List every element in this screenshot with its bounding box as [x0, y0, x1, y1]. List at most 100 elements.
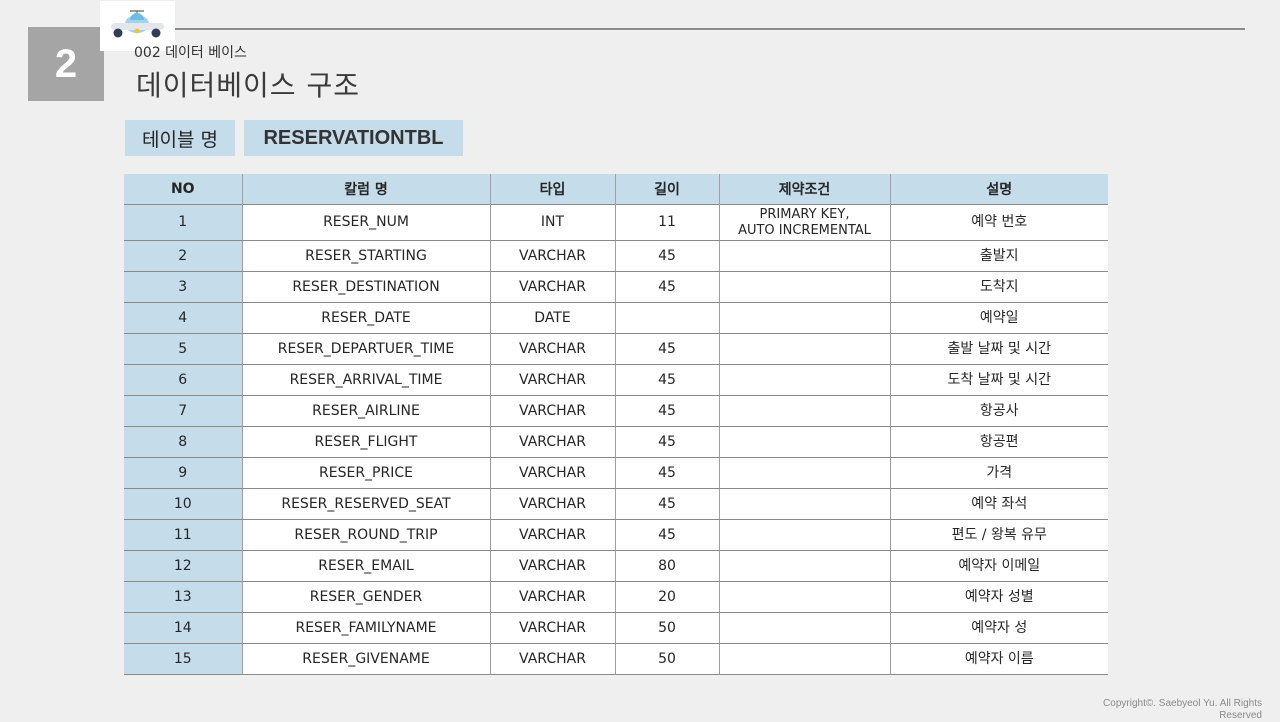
airplane-icon	[111, 10, 164, 38]
cell-description: 예약 번호	[889, 204, 1108, 241]
cell-type: VARCHAR	[489, 581, 615, 613]
cell-length: 50	[614, 612, 719, 644]
cell-description: 가격	[889, 457, 1108, 489]
header-rule	[104, 28, 1245, 30]
cell-no: 5	[124, 333, 242, 365]
cell-description: 예약일	[889, 302, 1108, 334]
header-type: 타입	[489, 174, 615, 205]
cell-length: 50	[614, 643, 719, 675]
cell-description: 예약자 성별	[889, 581, 1108, 613]
cell-description: 도착 날짜 및 시간	[889, 364, 1108, 396]
cell-length: 45	[614, 395, 719, 427]
cell-constraint	[718, 302, 890, 334]
cell-type: VARCHAR	[489, 457, 615, 489]
cell-column-name: RESER_ROUND_TRIP	[241, 519, 490, 551]
cell-length: 11	[614, 204, 719, 241]
cell-constraint	[718, 395, 890, 427]
cell-column-name: RESER_ARRIVAL_TIME	[241, 364, 490, 396]
cell-length: 45	[614, 457, 719, 489]
table-row: 7 RESER_AIRLINE VARCHAR 45 항공사	[124, 395, 1108, 427]
table-label: 테이블 명	[142, 128, 218, 151]
table-row: 4 RESER_DATE DATE 예약일	[124, 302, 1108, 334]
cell-column-name: RESER_DESTINATION	[241, 271, 490, 303]
cell-constraint: PRIMARY KEY, AUTO INCREMENTAL	[718, 204, 890, 241]
table-label-tag: 테이블 명	[125, 120, 235, 156]
cell-type: VARCHAR	[489, 426, 615, 458]
table-row: 1 RESER_NUM INT 11 PRIMARY KEY, AUTO INCREME…	[124, 204, 1108, 241]
cell-description: 출발 날짜 및 시간	[889, 333, 1108, 365]
cell-type: VARCHAR	[489, 271, 615, 303]
cell-column-name: RESER_AIRLINE	[241, 395, 490, 427]
table-name-tag: RESERVATIONTBL	[244, 120, 463, 156]
header-column-name: 칼럼 명	[241, 174, 490, 205]
cell-no: 7	[124, 395, 242, 427]
cell-constraint	[718, 519, 890, 551]
table-row: 10 RESER_RESERVED_SEAT VARCHAR 45 예약 좌석	[124, 488, 1108, 520]
section-number: 2	[54, 41, 78, 86]
cell-length: 45	[614, 240, 719, 272]
cell-no: 15	[124, 643, 242, 675]
cell-length: 80	[614, 550, 719, 582]
table-name: RESERVATIONTBL	[263, 126, 444, 149]
cell-type: VARCHAR	[489, 488, 615, 520]
cell-no: 11	[124, 519, 242, 551]
cell-type: INT	[489, 204, 615, 241]
cell-type: VARCHAR	[489, 643, 615, 675]
cell-no: 13	[124, 581, 242, 613]
page-subtitle: 002 데이터 베이스	[134, 45, 247, 61]
cell-no: 12	[124, 550, 242, 582]
cell-constraint	[718, 240, 890, 272]
cell-description: 예약자 성	[889, 612, 1108, 644]
cell-column-name: RESER_STARTING	[241, 240, 490, 272]
header-length: 길이	[614, 174, 719, 205]
cell-length: 45	[614, 519, 719, 551]
table-row: 14 RESER_FAMILYNAME VARCHAR 50 예약자 성	[124, 612, 1108, 644]
cell-length: 45	[614, 364, 719, 396]
cell-description: 도착지	[889, 271, 1108, 303]
cell-no: 1	[124, 204, 242, 241]
header-no: NO	[124, 174, 242, 205]
cell-constraint	[718, 333, 890, 365]
cell-constraint	[718, 426, 890, 458]
cell-type: VARCHAR	[489, 333, 615, 365]
cell-no: 14	[124, 612, 242, 644]
table-row: 11 RESER_ROUND_TRIP VARCHAR 45 편도 / 왕복 유무	[124, 519, 1108, 551]
header-constraint: 제약조건	[718, 174, 890, 205]
cell-length: 45	[614, 333, 719, 365]
table-row: 8 RESER_FLIGHT VARCHAR 45 항공편	[124, 426, 1108, 458]
cell-length: 20	[614, 581, 719, 613]
cell-description: 예약 좌석	[889, 488, 1108, 520]
cell-column-name: RESER_DATE	[241, 302, 490, 334]
cell-no: 3	[124, 271, 242, 303]
cell-column-name: RESER_FAMILYNAME	[241, 612, 490, 644]
cell-column-name: RESER_NUM	[241, 204, 490, 241]
cell-no: 10	[124, 488, 242, 520]
table-header-row: NO 칼럼 명 타입 길이 제약조건 설명	[124, 174, 1108, 205]
cell-type: VARCHAR	[489, 519, 615, 551]
table-row: 13 RESER_GENDER VARCHAR 20 예약자 성별	[124, 581, 1108, 613]
cell-constraint	[718, 457, 890, 489]
cell-description: 편도 / 왕복 유무	[889, 519, 1108, 551]
cell-no: 6	[124, 364, 242, 396]
cell-description: 항공편	[889, 426, 1108, 458]
cell-column-name: RESER_GENDER	[241, 581, 490, 613]
cell-description: 항공사	[889, 395, 1108, 427]
cell-constraint	[718, 612, 890, 644]
table-row: 9 RESER_PRICE VARCHAR 45 가격	[124, 457, 1108, 489]
table-row: 12 RESER_EMAIL VARCHAR 80 예약자 이메일	[124, 550, 1108, 582]
cell-constraint	[718, 488, 890, 520]
cell-constraint	[718, 643, 890, 675]
cell-column-name: RESER_EMAIL	[241, 550, 490, 582]
cell-constraint	[718, 364, 890, 396]
cell-no: 9	[124, 457, 242, 489]
table-row: 6 RESER_ARRIVAL_TIME VARCHAR 45 도착 날짜 및 시간	[124, 364, 1108, 396]
cell-no: 2	[124, 240, 242, 272]
copyright-text: Copyright©. Saebyeol Yu. All Rights Rese…	[1103, 698, 1262, 721]
cell-length: 45	[614, 426, 719, 458]
cell-column-name: RESER_DEPARTUER_TIME	[241, 333, 490, 365]
schema-table: NO 칼럼 명 타입 길이 제약조건 설명 1 RESER_NUM INT 11 PRI…	[124, 174, 1108, 675]
cell-no: 8	[124, 426, 242, 458]
cell-description: 출발지	[889, 240, 1108, 272]
cell-length: 45	[614, 271, 719, 303]
cell-column-name: RESER_RESERVED_SEAT	[241, 488, 490, 520]
